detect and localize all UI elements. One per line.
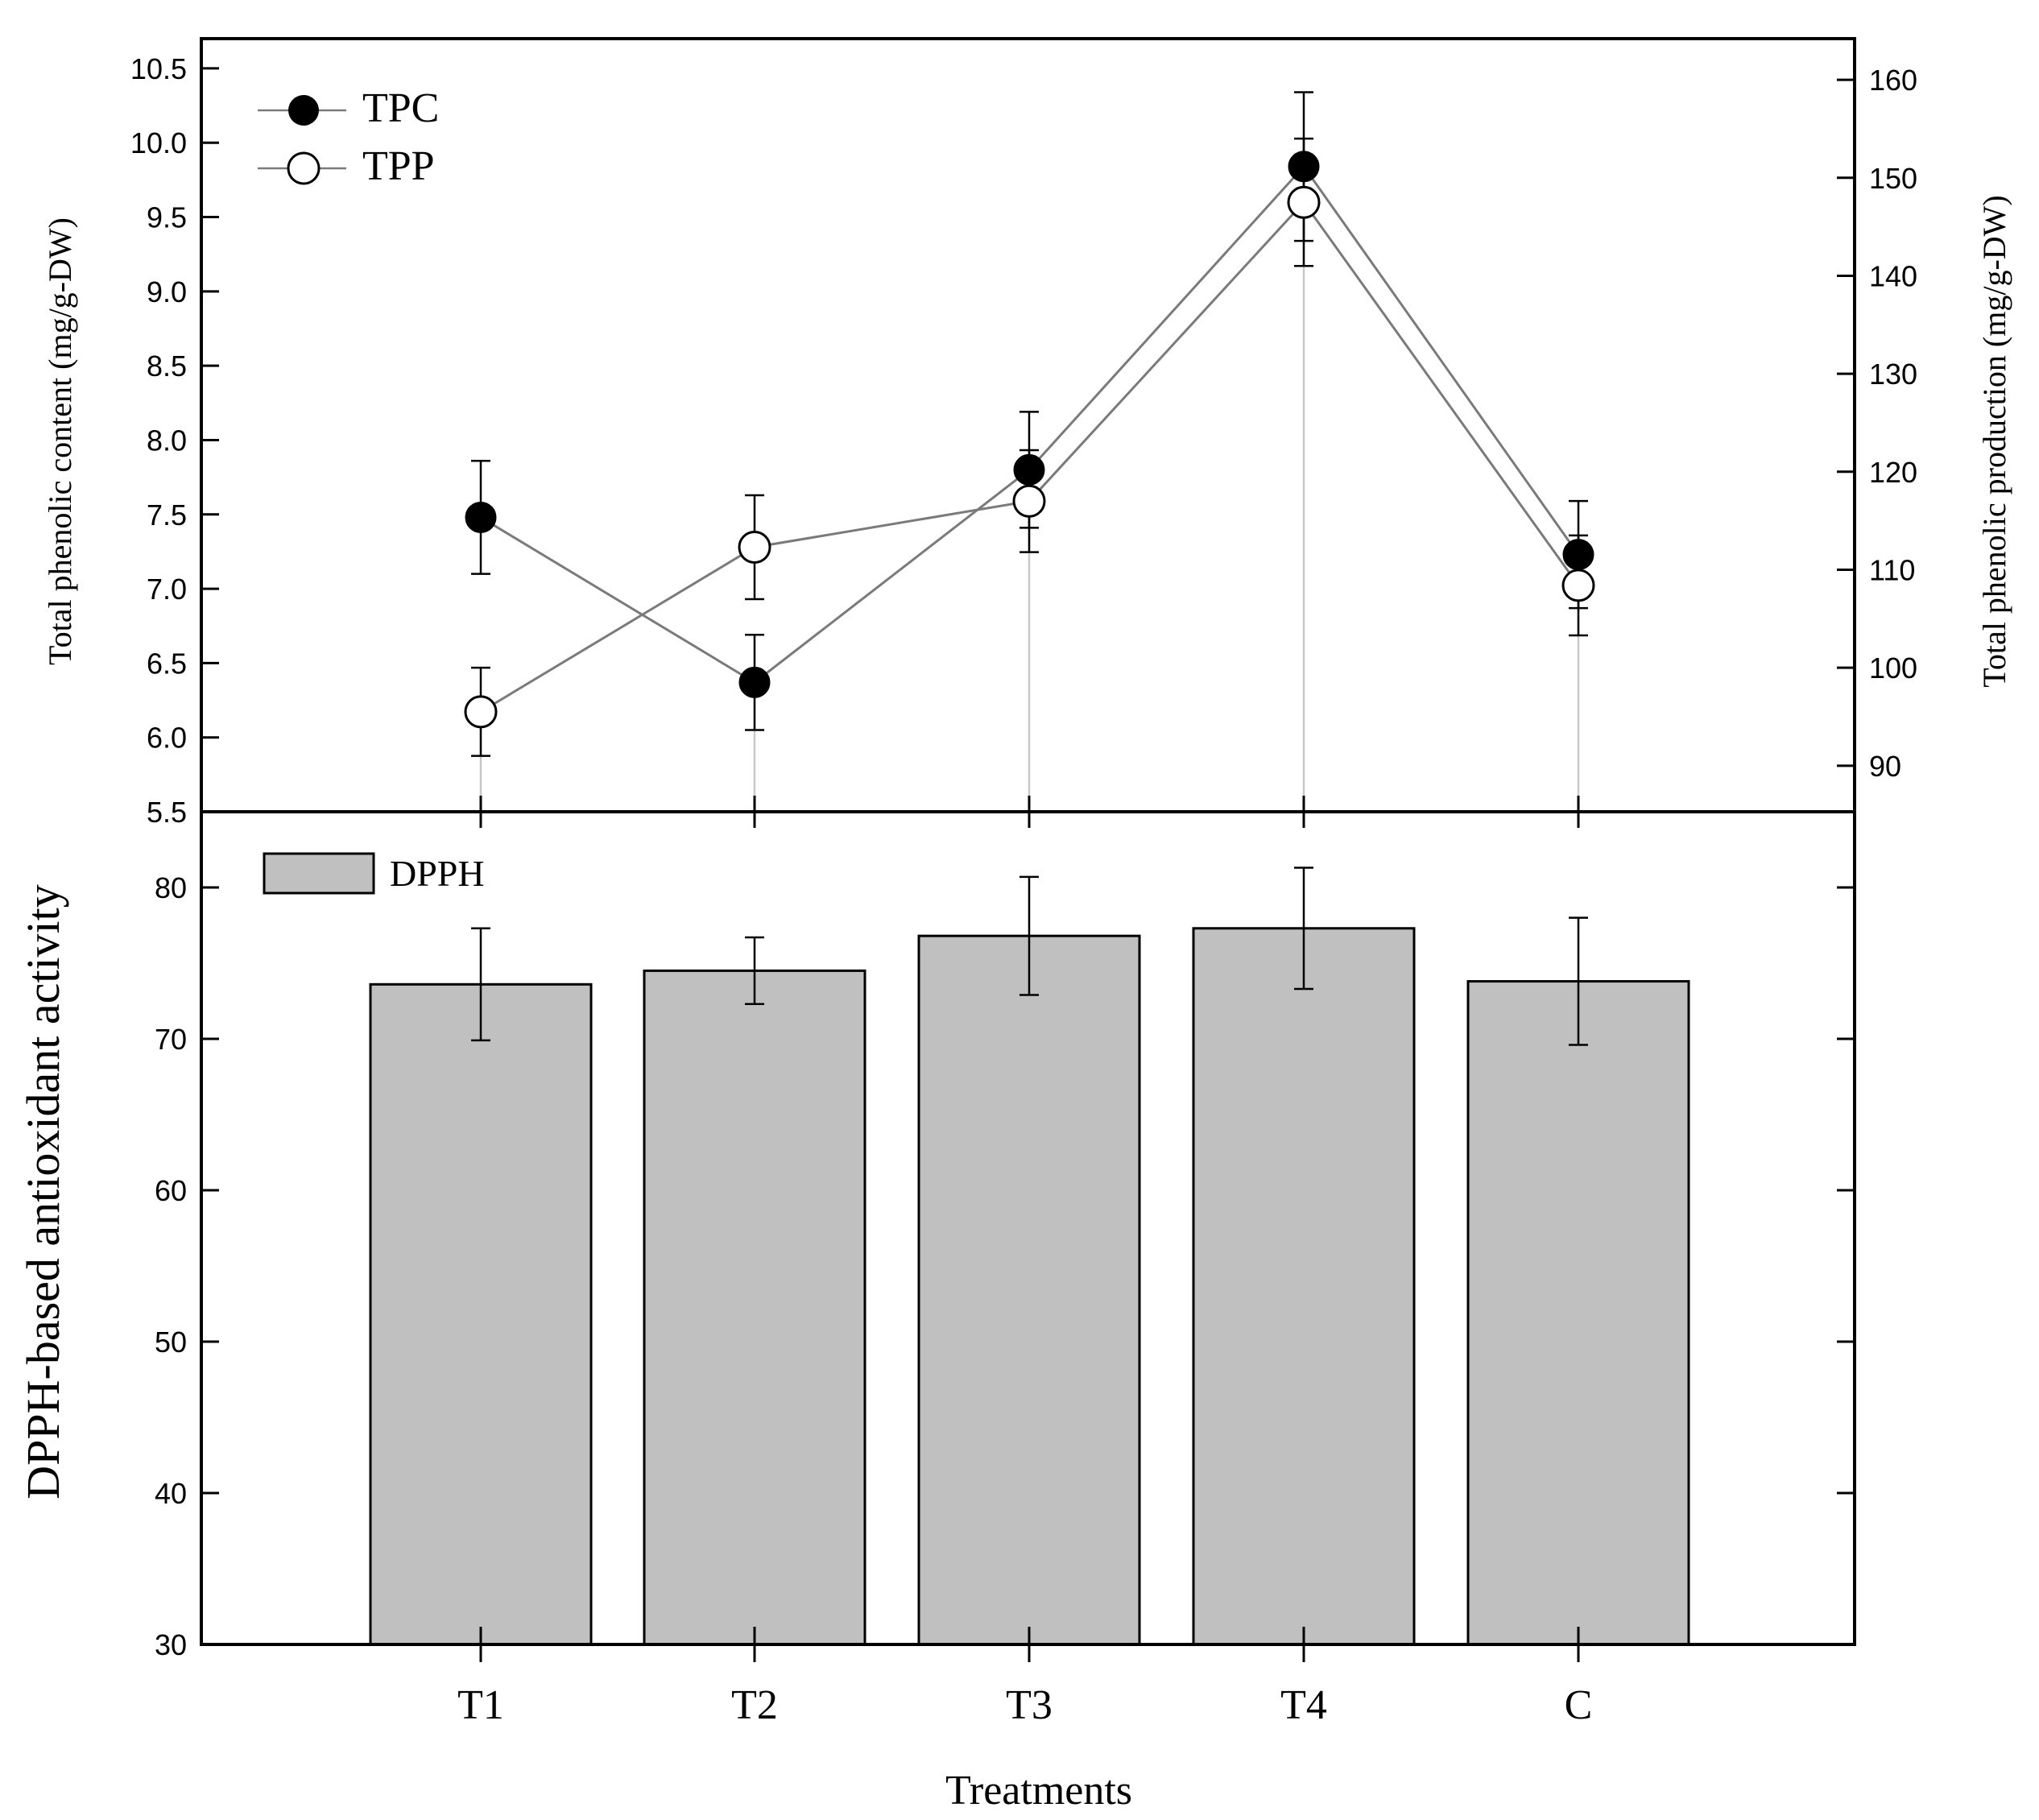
top-left-tick-label: 6.5 xyxy=(147,647,187,680)
bar-dpph-t4 xyxy=(1192,927,1416,1646)
errorbar-dpph xyxy=(1569,916,1588,1046)
x-tick-label-t4: T4 xyxy=(1280,1682,1327,1728)
top-left-tick-label: 7.0 xyxy=(147,573,187,606)
legend-dpph-swatch xyxy=(263,852,375,895)
top-right-tick-label: 140 xyxy=(1869,259,1917,292)
point-tpc-t2 xyxy=(738,666,771,698)
top-left-tick-label: 5.5 xyxy=(147,796,187,829)
legend-tpc-marker xyxy=(288,95,319,126)
top-plot-frame xyxy=(200,37,1856,813)
bottom-panel: 30 40 50 60 70 80 T1 T2 T3 T4 C DPPH-based antiox… xyxy=(17,796,1856,1814)
errorbar-dpph xyxy=(1294,867,1313,991)
legend-dpph-label: DPPH xyxy=(390,853,485,894)
top-right-axis: 90 100 110 120 130 140 150 160 xyxy=(1837,64,1917,783)
top-left-tick-label: 7.5 xyxy=(147,498,187,532)
top-left-tick-label: 9.0 xyxy=(147,275,187,308)
legend-tpc-label: TPC xyxy=(362,85,439,131)
legend-item-tpp: TPP xyxy=(258,143,435,189)
bottom-bars xyxy=(369,867,1690,1646)
point-tpp-t4 xyxy=(1287,185,1321,219)
top-left-tick-label: 10.5 xyxy=(130,52,187,85)
errorbar-dpph xyxy=(1020,875,1039,996)
x-tick-label-t3: T3 xyxy=(1006,1682,1053,1728)
top-left-tick-label: 8.5 xyxy=(147,350,187,383)
top-right-tick-label: 120 xyxy=(1869,456,1917,489)
top-right-axis-label: Total phenolic production (mg/g-DW) xyxy=(1976,195,2012,687)
point-tpp-t3 xyxy=(1012,484,1046,518)
legend-tpp-label: TPP xyxy=(362,143,435,189)
bottom-y-tick-label: 70 xyxy=(155,1023,187,1056)
bottom-y-tick-label: 40 xyxy=(155,1477,187,1510)
legend-item-tpc: TPC xyxy=(258,85,439,131)
point-tpc-t1 xyxy=(465,501,497,533)
bottom-y-tick-label: 80 xyxy=(155,871,187,904)
bottom-legend: DPPH xyxy=(263,852,485,895)
x-axis-label: Treatments xyxy=(945,1768,1132,1814)
point-tpc-t4 xyxy=(1288,151,1320,183)
point-tpp-c xyxy=(1561,569,1595,602)
top-left-axis: 5.5 6.0 6.5 7.0 7.5 8.0 8.5 9.0 9.5 10.0 10.5 xyxy=(130,52,219,829)
errorbar-dpph xyxy=(745,936,764,1006)
bar-dpph-t2 xyxy=(643,969,866,1646)
bottom-y-axis-label: DPPH-based antioxidant activity xyxy=(17,884,69,1499)
bar-dpph-t1 xyxy=(369,982,593,1646)
top-left-tick-label: 8.0 xyxy=(147,424,187,457)
errorbar-dpph xyxy=(471,927,490,1042)
point-tpp-t1 xyxy=(464,695,498,729)
bottom-y-axis: 30 40 50 60 70 80 xyxy=(155,871,1855,1661)
legend-tpp-marker xyxy=(287,151,321,185)
top-right-tick-label: 110 xyxy=(1869,553,1915,586)
top-series xyxy=(464,91,1595,757)
x-axis: T1 T2 T3 T4 C xyxy=(457,796,1592,1728)
x-tick-label-t2: T2 xyxy=(731,1682,778,1728)
top-left-tick-label: 10.0 xyxy=(130,126,187,159)
top-right-tick-label: 130 xyxy=(1869,358,1917,391)
point-tpc-t3 xyxy=(1013,453,1045,486)
top-left-axis-label: Total phenolic content (mg/g-DW) xyxy=(42,217,78,665)
top-panel: 5.5 6.0 6.5 7.0 7.5 8.0 8.5 9.0 9.5 10.0 10.5 90 10… xyxy=(42,37,2012,829)
top-left-tick-label: 9.5 xyxy=(147,201,187,234)
bottom-y-tick-label: 60 xyxy=(155,1174,187,1207)
x-tick-label-t1: T1 xyxy=(457,1682,504,1728)
top-right-tick-label: 90 xyxy=(1869,750,1901,783)
top-legend: TPC TPP xyxy=(258,85,439,189)
bar-dpph-c xyxy=(1466,980,1690,1646)
top-right-tick-label: 150 xyxy=(1869,162,1917,195)
bottom-y-tick-label: 50 xyxy=(155,1326,187,1359)
bottom-y-tick-label: 30 xyxy=(155,1628,187,1661)
top-right-tick-label: 160 xyxy=(1869,64,1917,97)
point-tpc-c xyxy=(1562,539,1594,571)
top-left-tick-label: 6.0 xyxy=(147,722,187,755)
x-tick-label-c: C xyxy=(1565,1682,1593,1728)
point-tpp-t2 xyxy=(738,530,771,564)
bar-dpph-t3 xyxy=(917,934,1141,1646)
top-right-tick-label: 100 xyxy=(1869,651,1917,685)
